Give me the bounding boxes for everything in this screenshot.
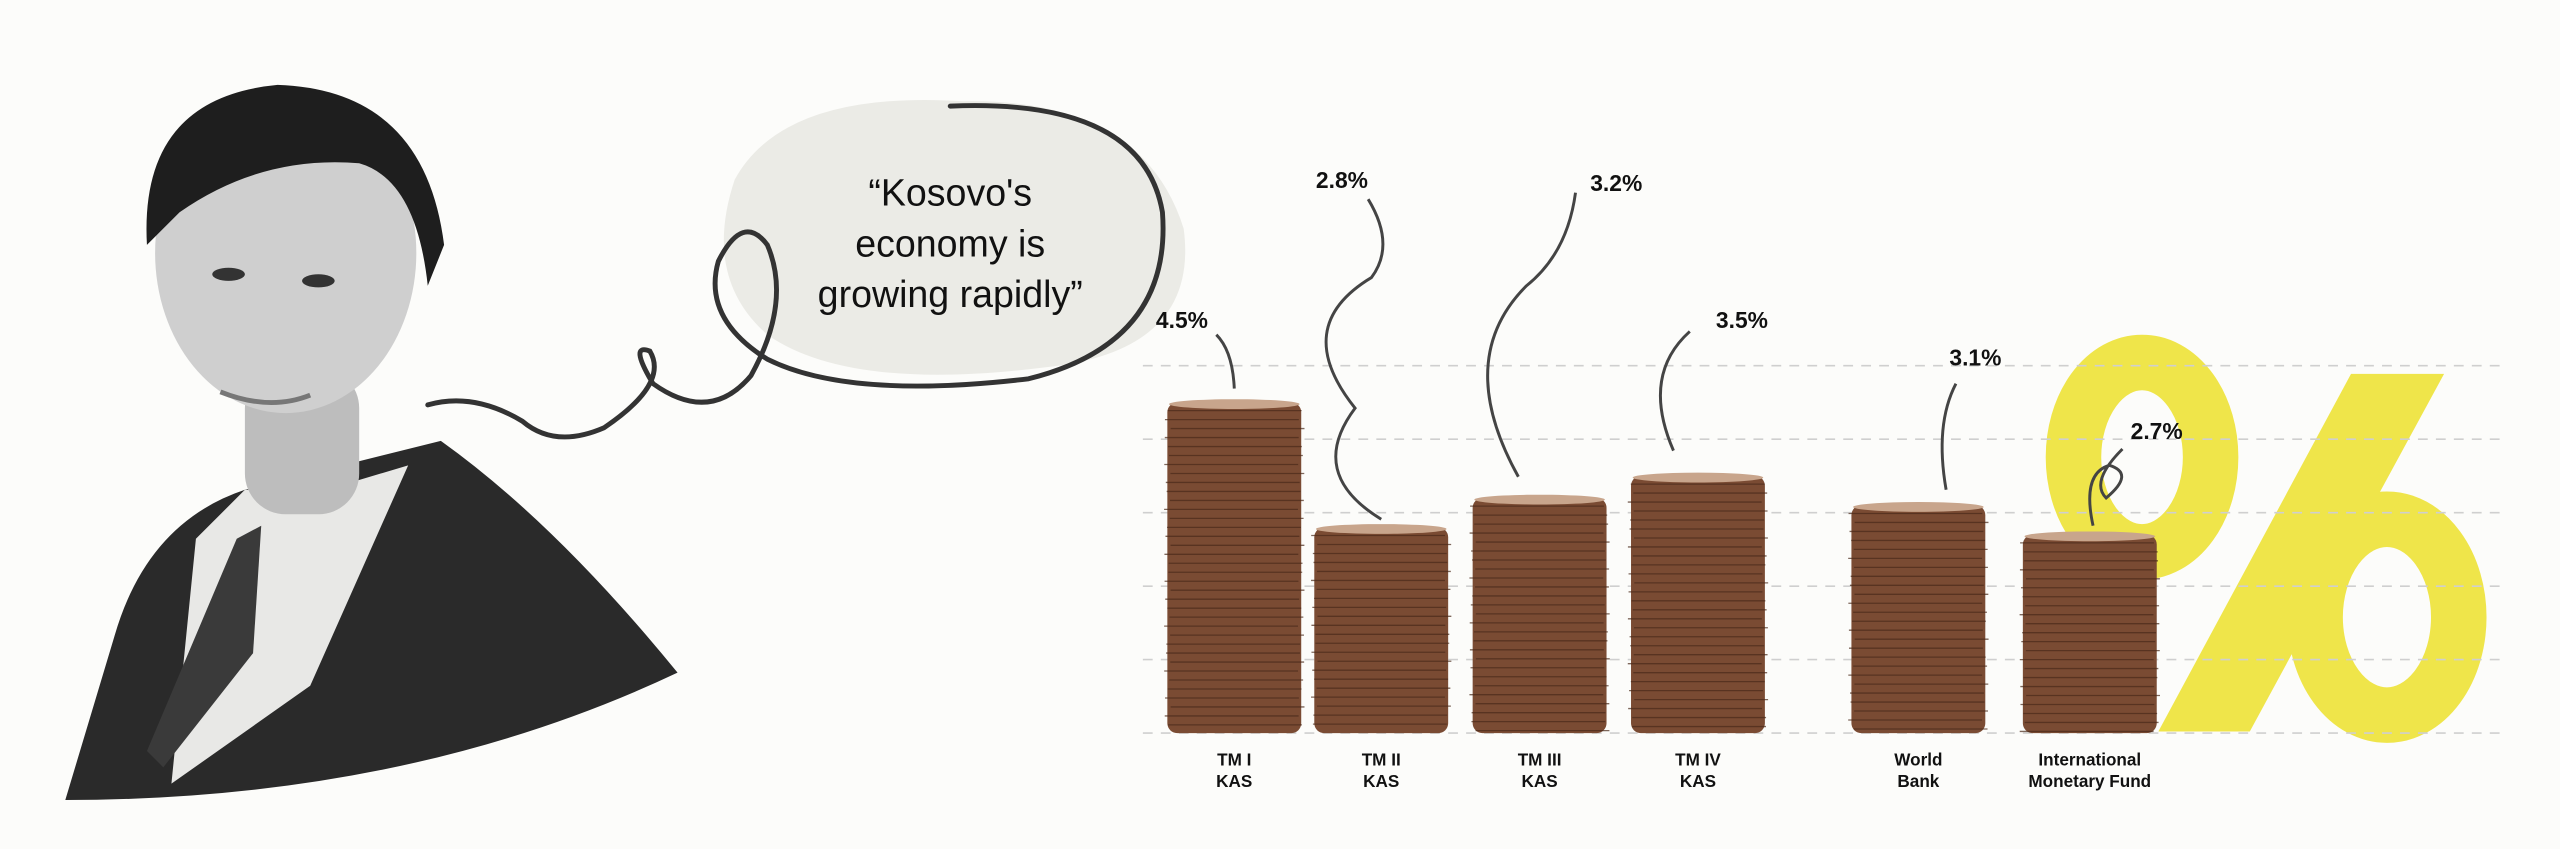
quote-line: growing rapidly” — [818, 273, 1083, 315]
arrow — [1324, 198, 1385, 521]
value-label: 2.8% — [1316, 167, 1368, 193]
coin-stack — [1469, 192, 1610, 734]
arrow — [1486, 192, 1577, 478]
value-label: 4.5% — [1156, 307, 1208, 333]
x-tick-label: Bank — [1897, 771, 1939, 791]
coin-stack — [2019, 447, 2160, 734]
coin-stack — [1164, 333, 1305, 734]
arrow — [2088, 447, 2124, 527]
bar — [1631, 475, 1765, 734]
x-tick-label: Monetary Fund — [2028, 771, 2151, 791]
x-tick-label: KAS — [1363, 771, 1399, 791]
x-tick-label: KAS — [1216, 771, 1252, 791]
value-label: 3.2% — [1590, 170, 1642, 196]
x-tick-label: KAS — [1522, 771, 1558, 791]
value-label: 2.7% — [2131, 418, 2183, 444]
x-tick-label: International — [2038, 750, 2141, 770]
coin-stack — [1627, 330, 1769, 734]
bar — [1851, 505, 1986, 734]
x-tick-label: World — [1894, 750, 1942, 770]
arrow — [1215, 333, 1236, 389]
coin-top — [1632, 472, 1764, 483]
x-tick-label: TM IV — [1675, 750, 1721, 770]
quote-line: “Kosovo's — [868, 172, 1032, 214]
speech-bubble — [425, 99, 1186, 440]
value-label: 3.1% — [1949, 345, 2001, 371]
x-tick-label: TM III — [1518, 750, 1562, 770]
portrait — [65, 84, 678, 801]
value-label: 3.5% — [1716, 307, 1768, 333]
x-tick-label: TM I — [1217, 750, 1251, 770]
coin-top — [1474, 494, 1605, 505]
coin-top — [1168, 399, 1300, 409]
bar — [1314, 527, 1449, 734]
coin-top — [1853, 502, 1984, 512]
bar — [2022, 534, 2157, 734]
x-tick-label: KAS — [1680, 771, 1716, 791]
x-tick-label: TM II — [1362, 750, 1401, 770]
coin-stack — [1848, 383, 1989, 734]
coin-top — [2024, 531, 2156, 542]
arrow — [1658, 330, 1691, 452]
coin-stack — [1311, 198, 1452, 734]
arrow — [1940, 383, 1958, 491]
bar — [1167, 402, 1302, 734]
quote-line: economy is — [855, 222, 1045, 264]
bar — [1472, 497, 1607, 734]
coin-top — [1315, 524, 1447, 534]
